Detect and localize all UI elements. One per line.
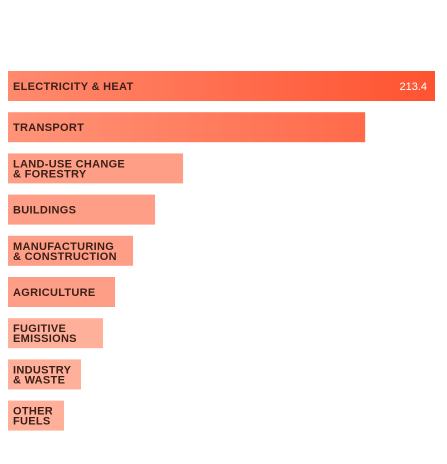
category-label: & FORESTRY	[13, 168, 87, 180]
category-label: & WASTE	[13, 374, 65, 386]
category-label: ELECTRICITY & HEAT	[13, 81, 134, 93]
category-label: TRANSPORT	[13, 122, 84, 134]
category-label: FUELS	[13, 416, 51, 428]
bar-group: LAND-USE CHANGE& FORESTRY	[8, 153, 183, 183]
category-label: EMISSIONS	[13, 333, 77, 345]
bar-group: INDUSTRY& WASTE	[8, 359, 81, 389]
value-label: 213.4	[399, 81, 427, 93]
bar-group: TRANSPORT	[8, 112, 365, 142]
bar-group: ELECTRICITY & HEAT 213.4	[8, 71, 435, 101]
bar-group: MANUFACTURING& CONSTRUCTION	[8, 236, 133, 266]
category-label: BUILDINGS	[13, 205, 76, 217]
category-label: AGRICULTURE	[13, 287, 96, 299]
bar-group: BUILDINGS	[8, 195, 155, 225]
bar-group: AGRICULTURE	[8, 277, 115, 307]
category-label: & CONSTRUCTION	[13, 251, 117, 263]
